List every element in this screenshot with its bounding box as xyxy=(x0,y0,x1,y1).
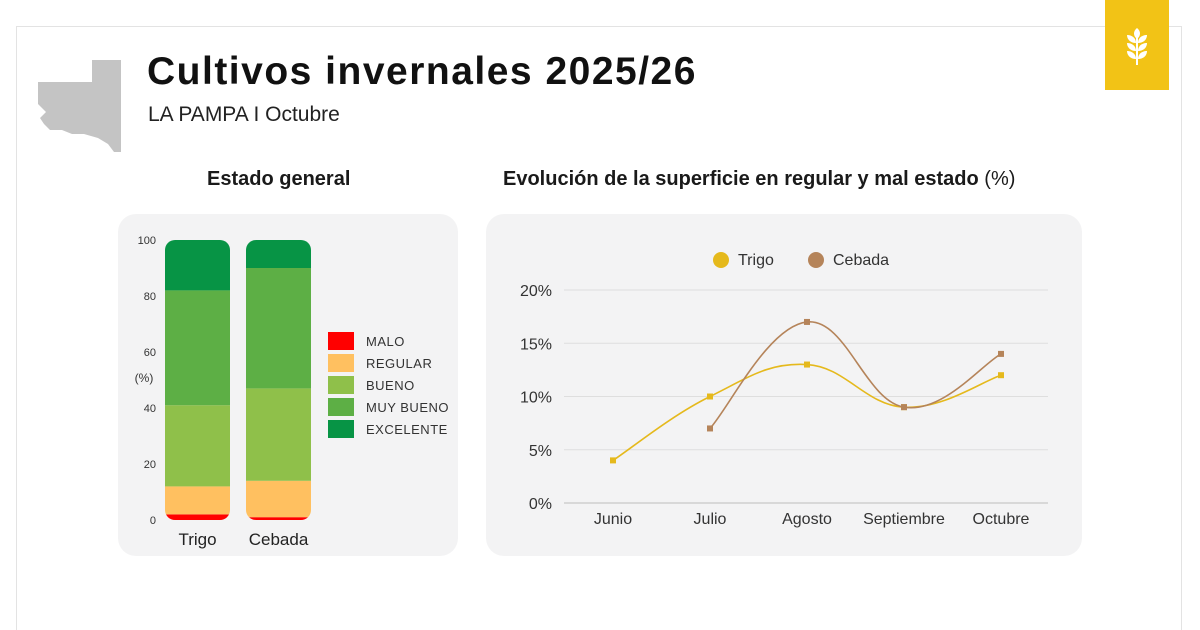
estado-panel: 0 20 40 60 80 100 (%) Trigo Cebada MALO REGULAR BUE… xyxy=(118,214,458,556)
legend-label-trigo: Trigo xyxy=(738,252,774,269)
data-point-trigo xyxy=(804,361,810,368)
bar-segment-malo-trigo xyxy=(165,514,230,520)
y-tick-label: 10% xyxy=(520,390,552,407)
y-tick-label: 80 xyxy=(144,291,156,303)
brand-badge xyxy=(1105,0,1169,90)
estado-section-title: Estado general xyxy=(207,168,351,190)
card-frame xyxy=(16,26,1182,630)
bar-trigo xyxy=(165,240,230,520)
bar-cebada xyxy=(246,240,311,520)
wheat-icon xyxy=(1127,28,1147,65)
page-subtitle: LA PAMPA I Octubre xyxy=(148,103,340,126)
legend-label-cebada: Cebada xyxy=(833,252,889,269)
data-point-cebada xyxy=(901,404,907,411)
data-point-trigo xyxy=(707,393,713,400)
legend-label-excelente: EXCELENTE xyxy=(366,422,448,437)
bar-segment-bueno-cebada xyxy=(246,388,311,481)
la-pampa-map-icon xyxy=(38,60,121,152)
legend-swatch-excelente xyxy=(328,420,354,438)
bar-segment-bueno-trigo xyxy=(165,405,230,487)
data-point-cebada xyxy=(707,425,713,432)
bar-legend: MALO REGULAR BUENO MUY BUENO EXCELENTE xyxy=(328,332,449,438)
line-chart: 0% 5% 10% 15% 20% Junio Julio Agosto Septiembre O… xyxy=(520,252,1048,528)
x-category-label: Trigo xyxy=(178,530,216,549)
legend-swatch-bueno xyxy=(328,376,354,394)
y-tick-label: 100 xyxy=(138,235,156,247)
y-tick-label: 0 xyxy=(150,515,156,527)
data-point-cebada xyxy=(804,318,810,325)
data-point-cebada xyxy=(998,350,1004,357)
y-tick-label: 0% xyxy=(529,496,552,513)
x-tick-label: Julio xyxy=(694,511,727,528)
bar-segment-regular-cebada xyxy=(246,480,311,518)
legend-swatch-regular xyxy=(328,354,354,372)
legend-marker-cebada xyxy=(808,252,824,268)
y-tick-label: 15% xyxy=(520,336,552,353)
evolucion-title-text: Evolución de la superficie en regular y … xyxy=(503,168,979,190)
legend-swatch-malo xyxy=(328,332,354,350)
evolucion-title-unit: (%) xyxy=(984,168,1016,190)
evolucion-panel: 0% 5% 10% 15% 20% Junio Julio Agosto Septiembre O… xyxy=(486,214,1082,556)
bar-segment-excelente-trigo xyxy=(165,240,230,291)
y-tick-label: 5% xyxy=(529,443,552,460)
legend-marker-trigo xyxy=(713,252,729,268)
legend-label-malo: MALO xyxy=(366,334,405,349)
bar-segment-malo-cebada xyxy=(246,517,311,520)
legend-swatch-muy-bueno xyxy=(328,398,354,416)
y-tick-label: 60 xyxy=(144,347,156,359)
line-legend: Trigo Cebada xyxy=(713,252,889,269)
legend-label-regular: REGULAR xyxy=(366,356,432,371)
y-tick-label: 40 xyxy=(144,403,156,415)
x-tick-label: Agosto xyxy=(782,511,832,528)
y-tick-label: 20 xyxy=(144,459,156,471)
bar-segment-excelente-cebada xyxy=(246,240,311,268)
x-category-label: Cebada xyxy=(249,530,309,549)
stacked-bar-chart: 0 20 40 60 80 100 (%) Trigo Cebada MALO REGULAR BUE… xyxy=(135,235,449,549)
x-tick-label: Junio xyxy=(594,511,632,528)
bar-segment-regular-trigo xyxy=(165,486,230,515)
x-tick-label: Septiembre xyxy=(863,511,945,528)
series-line-trigo xyxy=(612,363,1002,462)
series-line-cebada xyxy=(709,321,1002,429)
y-tick-label: 20% xyxy=(520,283,552,300)
page-title: Cultivos invernales 2025/26 xyxy=(147,50,697,93)
legend-label-bueno: BUENO xyxy=(366,378,415,393)
evolucion-section-title: Evolución de la superficie en regular y … xyxy=(503,168,1015,191)
x-tick-label: Octubre xyxy=(973,511,1030,528)
bar-segment-muy-bueno-trigo xyxy=(165,290,230,406)
legend-label-muy-bueno: MUY BUENO xyxy=(366,400,449,415)
data-point-trigo xyxy=(610,457,616,464)
y-axis-label: (%) xyxy=(135,371,154,385)
data-point-trigo xyxy=(998,372,1004,379)
bar-segment-muy-bueno-cebada xyxy=(246,268,311,389)
